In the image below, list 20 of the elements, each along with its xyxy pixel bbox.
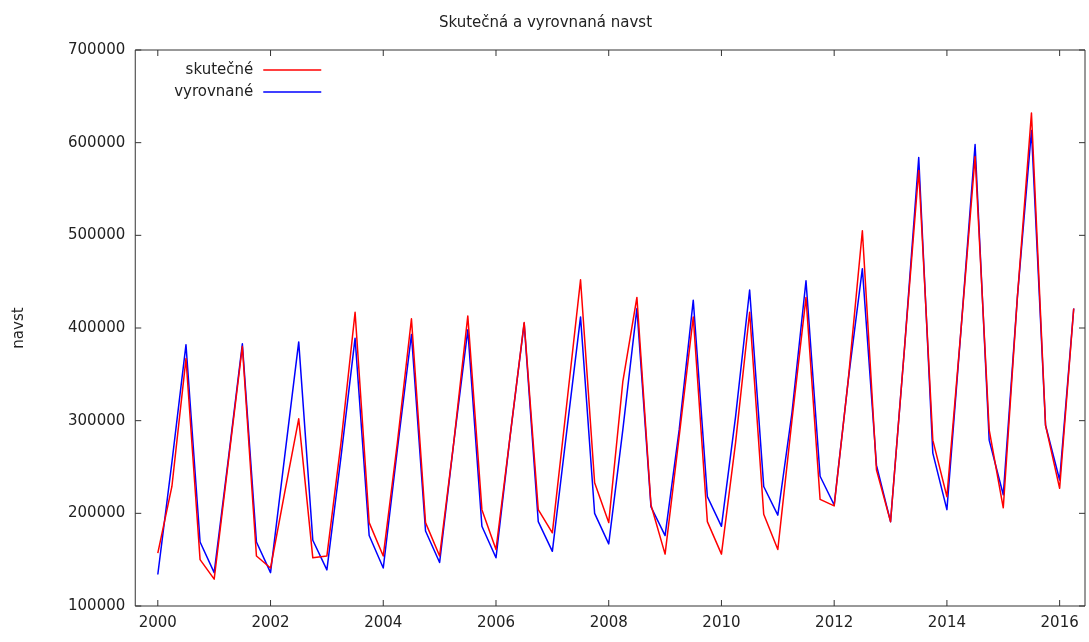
y-tick-label: 400000	[68, 317, 126, 336]
y-tick-label: 500000	[68, 225, 126, 244]
x-tick-label: 2008	[589, 612, 628, 631]
x-tick-label: 2002	[251, 612, 290, 631]
y-axis-title: navst	[8, 307, 27, 349]
y-tick-label: 700000	[68, 39, 126, 58]
y-tick-label: 300000	[68, 410, 126, 429]
x-tick-label: 2000	[138, 612, 177, 631]
y-tick-label: 100000	[68, 595, 126, 614]
x-tick-label: 2012	[815, 612, 854, 631]
chart-title: Skutečná a vyrovnaná navst	[438, 12, 653, 31]
x-tick-label: 2004	[364, 612, 403, 631]
legend-label: skutečné	[185, 59, 254, 78]
y-tick-label: 600000	[68, 132, 126, 151]
x-tick-label: 2006	[476, 612, 516, 631]
y-tick-label: 200000	[68, 503, 126, 522]
x-tick-label: 2014	[927, 612, 966, 631]
x-tick-label: 2010	[702, 612, 741, 631]
legend-label: vyrovnané	[174, 81, 254, 100]
x-tick-label: 2016	[1040, 612, 1079, 631]
